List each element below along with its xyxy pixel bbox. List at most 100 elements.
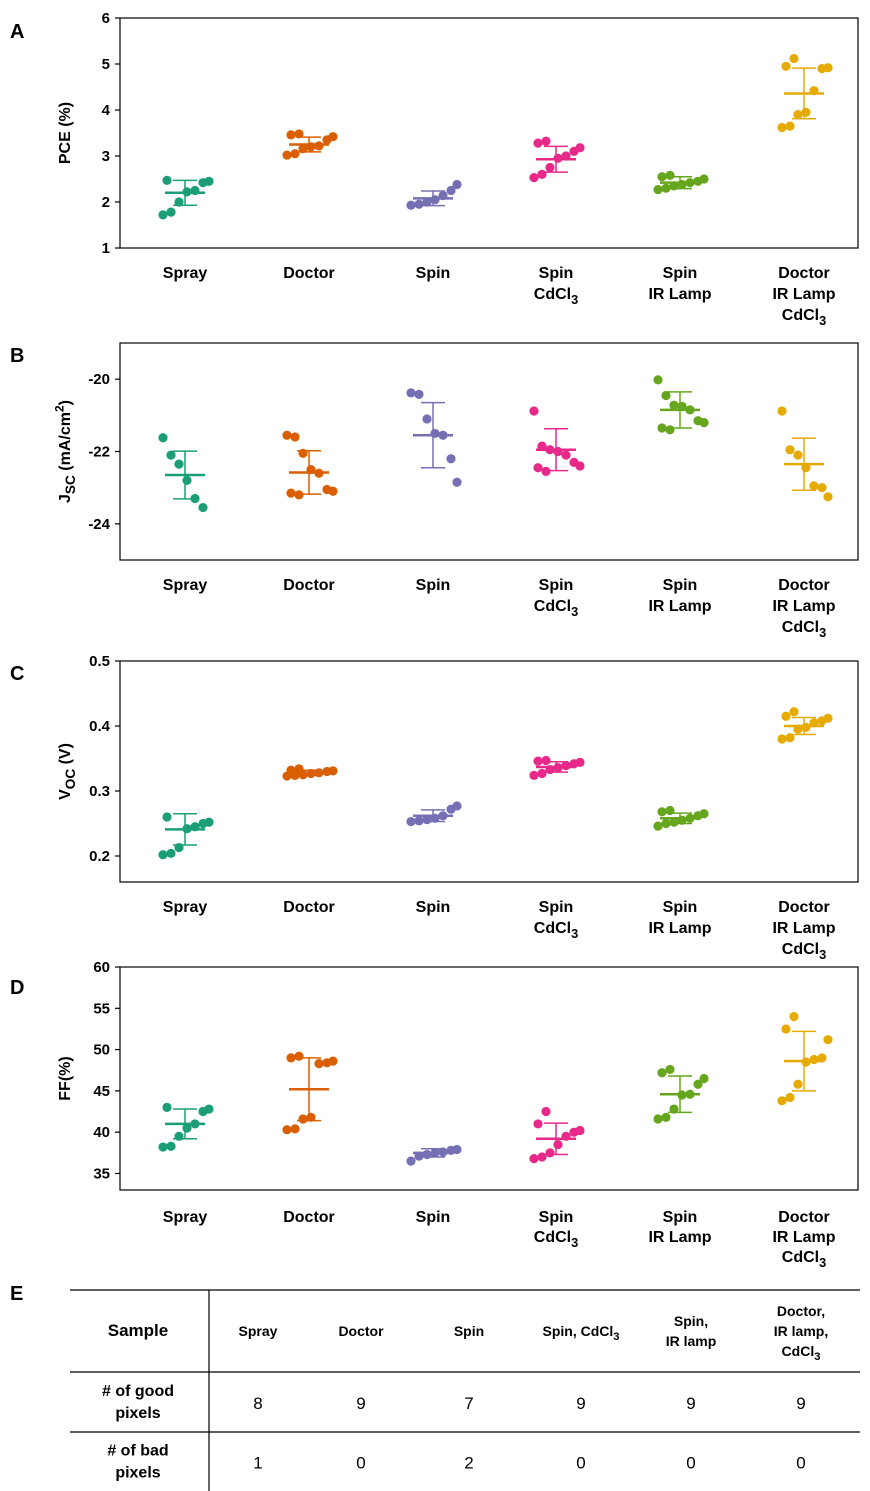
- data-point: [561, 1131, 571, 1141]
- series-6: [777, 406, 833, 502]
- table-cell: 2: [464, 1454, 473, 1473]
- data-point: [452, 1144, 462, 1155]
- x-category-label: Doctor: [283, 265, 335, 282]
- x-category-label: IR Lamp: [648, 286, 711, 303]
- data-point: [661, 390, 671, 401]
- table-header-cell: IR lamp,: [774, 1323, 828, 1339]
- data-point: [665, 1064, 675, 1075]
- y-tick-label: 40: [93, 1124, 110, 1141]
- table-cell: 1: [253, 1454, 262, 1473]
- table-row-label: # of good: [102, 1383, 174, 1400]
- table-header-cell: Spray: [239, 1323, 278, 1339]
- x-category-label: Spin: [539, 265, 574, 282]
- data-point: [422, 815, 432, 825]
- data-point: [286, 1053, 296, 1063]
- data-point: [314, 468, 324, 478]
- data-point: [282, 1125, 292, 1135]
- data-point: [298, 1114, 308, 1124]
- table-cell: 0: [796, 1454, 805, 1473]
- panel-label: B: [10, 345, 24, 367]
- data-point: [533, 1119, 543, 1129]
- table-header-cell: Spin: [454, 1323, 484, 1339]
- data-point: [430, 428, 440, 439]
- data-point: [793, 724, 803, 734]
- data-point: [166, 848, 176, 859]
- series-4: [529, 406, 585, 476]
- y-tick-label: -24: [88, 516, 110, 533]
- data-point: [661, 818, 671, 829]
- data-point: [306, 464, 316, 475]
- table-header-cell: Doctor,: [777, 1303, 825, 1319]
- data-point: [204, 817, 214, 827]
- x-category-label: Spray: [163, 265, 208, 282]
- y-tick-label: 0.4: [89, 718, 111, 735]
- table-row-label: pixels: [115, 1405, 160, 1422]
- data-point: [314, 141, 324, 151]
- data-point: [801, 107, 811, 117]
- data-point: [406, 1156, 416, 1166]
- x-category-label: Spin: [539, 899, 574, 916]
- x-category-label: Doctor: [283, 1209, 335, 1226]
- data-point: [575, 461, 585, 471]
- data-point: [793, 450, 803, 460]
- series-3: [406, 1144, 462, 1166]
- panel-label: D: [10, 977, 24, 999]
- data-point: [781, 61, 791, 71]
- data-point: [561, 761, 571, 771]
- series-2: [282, 430, 338, 500]
- data-point: [174, 1131, 184, 1141]
- data-point: [174, 197, 184, 207]
- data-point: [422, 414, 432, 424]
- series-3: [406, 179, 462, 210]
- data-point: [166, 207, 176, 217]
- data-point: [777, 1096, 787, 1106]
- x-category-label: CdCl3​: [534, 286, 578, 307]
- data-point: [182, 824, 192, 834]
- x-category-label: Spin: [663, 899, 698, 916]
- data-point: [537, 1152, 547, 1162]
- x-category-label: CdCl3​: [782, 619, 826, 640]
- data-point: [158, 210, 168, 220]
- table-cell: 0: [576, 1454, 585, 1473]
- x-category-label: Spin: [663, 265, 698, 282]
- data-point: [422, 197, 432, 207]
- data-point: [174, 459, 184, 469]
- y-tick-label: 3: [102, 148, 110, 165]
- data-point: [452, 477, 462, 487]
- table-header-cell: Spin,: [674, 1313, 708, 1329]
- data-point: [406, 200, 416, 210]
- data-point: [657, 807, 667, 817]
- data-point: [422, 1149, 432, 1160]
- table-cell: 9: [576, 1394, 585, 1413]
- data-point: [575, 757, 585, 768]
- table-cell: 0: [686, 1454, 695, 1473]
- data-point: [809, 481, 819, 491]
- data-point: [294, 1051, 304, 1061]
- panel-b: B -20 -22 -24 JSC​ (mA/cm2​) Spray Doctor Spin S…: [10, 342, 859, 640]
- y-axis-label: VOC​ (V): [57, 743, 78, 800]
- data-point: [665, 805, 675, 816]
- data-point: [414, 816, 424, 826]
- data-point: [785, 445, 795, 455]
- series-3: [406, 388, 462, 487]
- series-4: [529, 136, 585, 183]
- y-tick-label: 6: [102, 10, 110, 27]
- x-category-label: Spin: [663, 1209, 698, 1226]
- series-6: [777, 707, 833, 744]
- x-category-label: Spray: [163, 899, 208, 916]
- x-category-label: CdCl3​: [534, 598, 578, 619]
- data-point: [653, 1114, 663, 1124]
- series-1: [158, 812, 214, 860]
- y-tick-label: 45: [93, 1083, 110, 1100]
- data-point: [537, 441, 547, 451]
- data-point: [789, 1011, 799, 1022]
- data-point: [657, 1068, 667, 1078]
- data-point: [438, 190, 448, 201]
- data-point: [809, 1054, 819, 1065]
- data-point: [446, 185, 456, 196]
- data-point: [665, 170, 675, 180]
- data-point: [699, 809, 709, 819]
- x-category-label: Spin: [539, 577, 574, 594]
- y-tick-label: 1: [102, 240, 110, 257]
- series-5: [653, 375, 709, 435]
